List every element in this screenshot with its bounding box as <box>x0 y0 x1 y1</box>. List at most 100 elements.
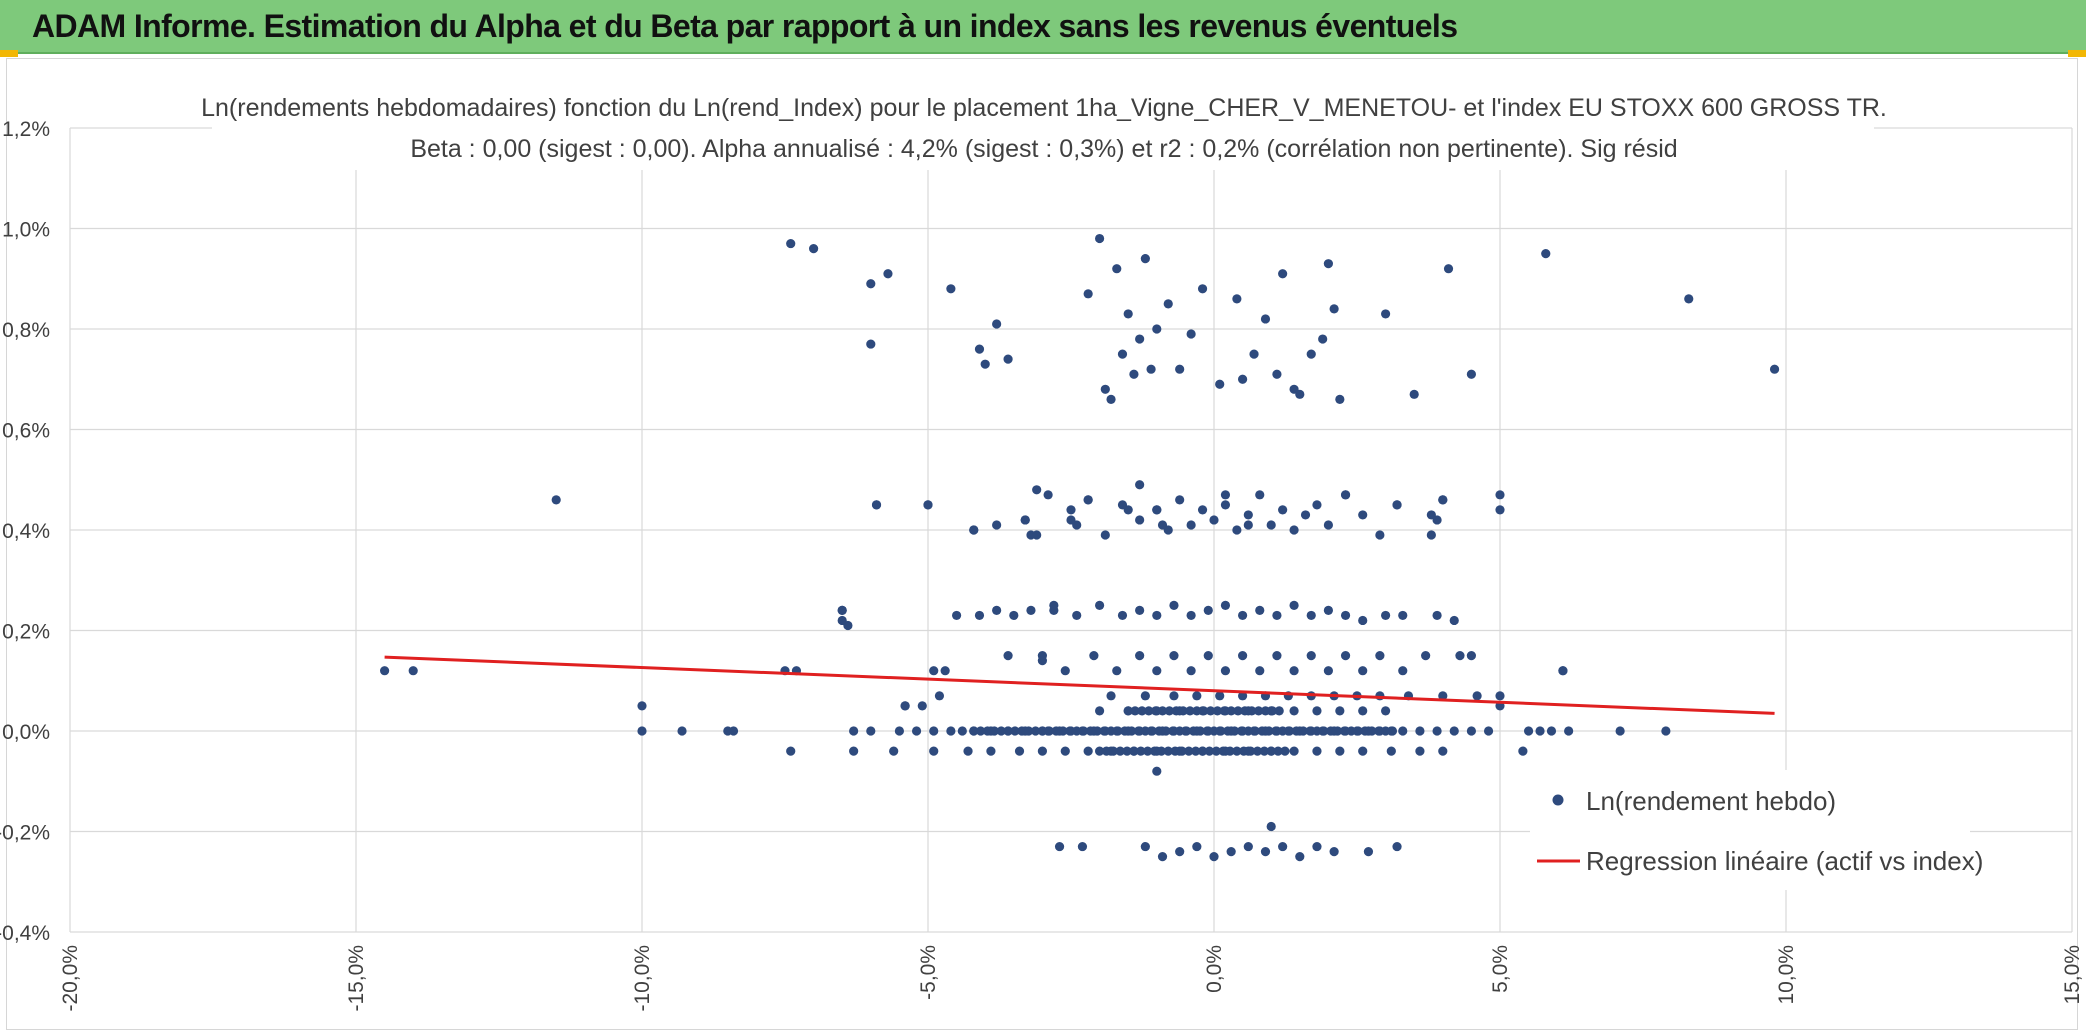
data-point <box>849 726 859 736</box>
data-point <box>408 666 418 676</box>
data-point <box>1017 726 1027 736</box>
data-point <box>1255 605 1265 616</box>
data-point <box>1291 726 1301 736</box>
data-point <box>980 359 990 369</box>
data-point <box>1375 651 1385 661</box>
data-point <box>1546 726 1557 736</box>
data-point <box>1078 726 1089 736</box>
data-point <box>1483 726 1494 736</box>
data-point <box>1220 500 1231 510</box>
data-point <box>1238 610 1248 621</box>
data-point <box>917 701 927 711</box>
data-point <box>1238 374 1248 384</box>
data-point <box>1137 706 1147 716</box>
data-point <box>1163 299 1173 309</box>
data-point <box>866 279 876 289</box>
data-point <box>1043 490 1053 500</box>
data-point <box>969 525 979 535</box>
data-point <box>1140 254 1150 264</box>
data-point <box>1238 691 1248 701</box>
data-point <box>1066 515 1076 525</box>
report-title: ADAM Informe. Estimation du Alpha et du … <box>32 8 1458 44</box>
data-point <box>1197 746 1208 756</box>
data-point <box>1026 605 1036 616</box>
data-point <box>1266 520 1276 530</box>
data-point <box>1541 249 1551 259</box>
data-point <box>1092 726 1102 736</box>
data-point <box>1140 691 1150 701</box>
data-point <box>677 726 687 736</box>
data-point <box>1192 841 1202 852</box>
data-point <box>1066 505 1076 515</box>
data-point <box>1077 841 1088 852</box>
data-point <box>1209 515 1219 525</box>
data-point <box>976 726 986 736</box>
data-point <box>1186 666 1196 676</box>
data-point <box>1152 610 1162 621</box>
data-point <box>1278 269 1288 279</box>
data-point <box>1072 726 1082 736</box>
data-point <box>1037 746 1047 756</box>
data-point <box>1398 726 1408 736</box>
data-point <box>963 746 973 756</box>
data-point <box>1381 726 1391 736</box>
data-point <box>1154 726 1164 736</box>
data-point <box>1295 389 1305 399</box>
data-point <box>1375 530 1385 540</box>
data-point <box>894 726 905 736</box>
data-point <box>1260 847 1271 857</box>
data-point <box>1661 726 1671 736</box>
data-point <box>1257 726 1267 736</box>
data-point <box>1415 726 1425 736</box>
banner-corner-marker-right <box>2068 50 2086 57</box>
data-point <box>1353 726 1363 736</box>
data-point <box>1202 726 1212 736</box>
data-point <box>1358 706 1368 716</box>
data-point <box>866 726 876 736</box>
data-point <box>1289 706 1299 716</box>
data-point <box>1438 495 1448 505</box>
data-point <box>1089 651 1099 661</box>
data-point <box>1060 746 1070 756</box>
data-point <box>1136 746 1146 756</box>
data-point <box>1197 505 1208 515</box>
data-point <box>1219 706 1229 716</box>
data-point <box>1135 334 1145 344</box>
data-point <box>1215 379 1225 389</box>
data-point <box>1152 766 1162 776</box>
data-point <box>1085 726 1096 736</box>
data-point <box>1117 500 1128 510</box>
data-point <box>946 284 956 294</box>
data-point <box>1232 294 1242 304</box>
data-point <box>1108 746 1118 756</box>
data-point <box>1211 746 1221 756</box>
data-point <box>1243 841 1253 852</box>
data-point <box>1274 706 1284 716</box>
data-point <box>1164 706 1174 716</box>
data-point <box>1175 726 1185 736</box>
data-point <box>1095 600 1105 610</box>
data-point <box>1495 691 1505 701</box>
data-point <box>1147 726 1157 736</box>
data-point <box>1312 841 1322 852</box>
data-point <box>786 238 796 249</box>
data-point <box>1220 600 1231 610</box>
data-point <box>1236 726 1247 736</box>
data-point <box>1381 706 1391 716</box>
data-point <box>889 746 899 756</box>
data-point <box>1140 726 1150 736</box>
data-point <box>1323 605 1333 616</box>
data-point <box>809 244 819 254</box>
axis-tick-labels: -0,4% -0,2% 0,0% 0,2% 0,4% 0,6% 0,8% 1,0% 1,2% -2… <box>0 118 2084 1012</box>
data-point <box>1226 847 1236 857</box>
data-point <box>1358 746 1368 756</box>
data-point <box>911 726 922 736</box>
data-point <box>1163 746 1173 756</box>
data-point <box>1329 304 1339 314</box>
data-point <box>934 691 945 701</box>
data-point <box>1135 515 1145 525</box>
data-point <box>1449 615 1459 626</box>
data-point <box>992 605 1002 616</box>
data-point <box>1438 691 1448 701</box>
